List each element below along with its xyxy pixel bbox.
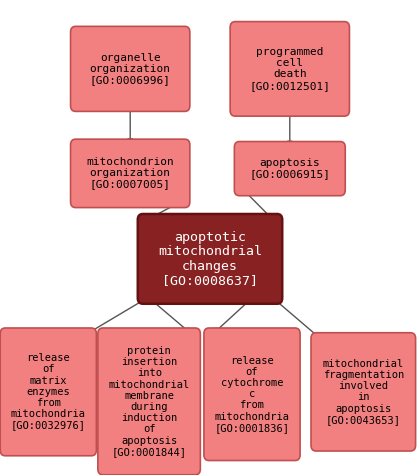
FancyBboxPatch shape xyxy=(311,332,416,451)
Text: programmed
cell
death
[GO:0012501]: programmed cell death [GO:0012501] xyxy=(249,47,330,91)
Text: mitochondrial
fragmentation
involved
in
apoptosis
[GO:0043653]: mitochondrial fragmentation involved in … xyxy=(323,359,404,425)
Text: apoptotic
mitochondrial
changes
[GO:0008637]: apoptotic mitochondrial changes [GO:0008… xyxy=(158,231,262,287)
FancyBboxPatch shape xyxy=(138,214,282,304)
FancyBboxPatch shape xyxy=(0,328,96,456)
FancyBboxPatch shape xyxy=(234,142,345,196)
Text: apoptosis
[GO:0006915]: apoptosis [GO:0006915] xyxy=(249,158,330,179)
FancyBboxPatch shape xyxy=(71,139,190,208)
FancyBboxPatch shape xyxy=(204,328,300,461)
Text: release
of
matrix
enzymes
from
mitochondria
[GO:0032976]: release of matrix enzymes from mitochond… xyxy=(11,353,86,430)
Text: mitochondrion
organization
[GO:0007005]: mitochondrion organization [GO:0007005] xyxy=(87,157,174,190)
FancyBboxPatch shape xyxy=(71,27,190,112)
FancyBboxPatch shape xyxy=(230,22,349,116)
FancyBboxPatch shape xyxy=(98,328,200,475)
Text: release
of
cytochrome
c
from
mitochondria
[GO:0001836]: release of cytochrome c from mitochondri… xyxy=(215,356,289,433)
Text: organelle
organization
[GO:0006996]: organelle organization [GO:0006996] xyxy=(90,53,171,85)
Text: protein
insertion
into
mitochondrial
membrane
during
induction
of
apoptosis
[GO:: protein insertion into mitochondrial mem… xyxy=(108,346,190,457)
